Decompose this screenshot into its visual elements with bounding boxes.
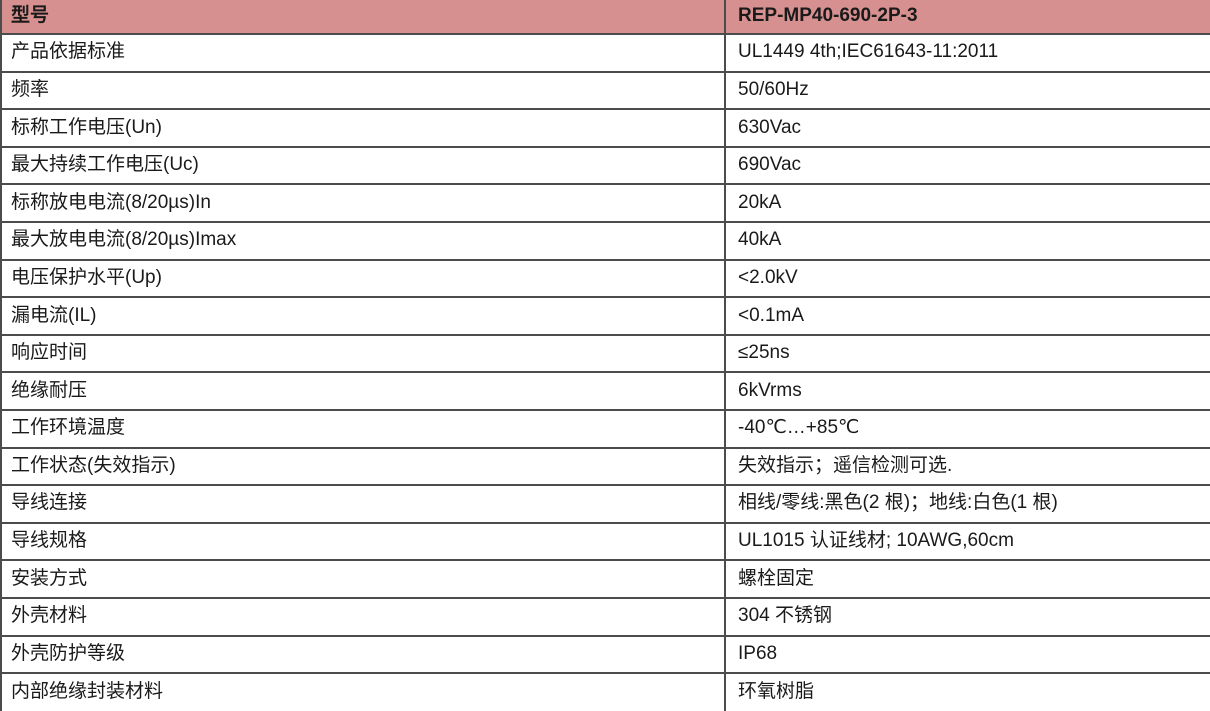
spec-label: 最大持续工作电压(Uc) (0, 145, 726, 186)
spec-label: 标称放电电流(8/20µs)In (0, 183, 726, 223)
spec-label: 漏电流(IL) (0, 296, 726, 336)
table-row: 外壳材料 304 不锈钢 (0, 596, 1210, 637)
spec-value: <0.1mA (724, 296, 1210, 336)
table-row: 最大放电电流(8/20µs)Imax 40kA (0, 220, 1210, 261)
table-row: 响应时间 ≤25ns (0, 333, 1210, 374)
table-row: 安装方式 螺栓固定 (0, 559, 1210, 599)
spec-label: 最大放电电流(8/20µs)Imax (0, 220, 726, 261)
spec-label: 外壳防护等级 (0, 634, 726, 675)
table-row: 工作环境温度 -40℃…+85℃ (0, 408, 1210, 449)
spec-label: 频率 (0, 70, 726, 111)
spec-value: 螺栓固定 (724, 559, 1210, 599)
spec-value: 环氧树脂 (724, 672, 1210, 711)
spec-value: UL1015 认证线材; 10AWG,60cm (724, 521, 1210, 562)
spec-label: 内部绝缘封装材料 (0, 672, 726, 711)
spec-label: 产品依据标准 (0, 33, 726, 73)
spec-value: 690Vac (724, 145, 1210, 186)
spec-value: 20kA (724, 183, 1210, 223)
spec-value: UL1449 4th;IEC61643-11:2011 (724, 33, 1210, 73)
table-row: 电压保护水平(Up) <2.0kV (0, 258, 1210, 299)
spec-label: 导线规格 (0, 521, 726, 562)
spec-label: 绝缘耐压 (0, 371, 726, 411)
spec-value: <2.0kV (724, 258, 1210, 299)
spec-value: 50/60Hz (724, 70, 1210, 111)
table-row: 内部绝缘封装材料 环氧树脂 (0, 672, 1210, 711)
spec-label: 工作状态(失效指示) (0, 446, 726, 487)
table-row: 产品依据标准 UL1449 4th;IEC61643-11:2011 (0, 33, 1210, 73)
spec-label: 标称工作电压(Un) (0, 108, 726, 148)
table-row: 工作状态(失效指示) 失效指示；遥信检测可选. (0, 446, 1210, 487)
spec-label: 工作环境温度 (0, 408, 726, 449)
table-header-row: 型号 REP-MP40-690-2P-3 (0, 0, 1210, 35)
spec-value: -40℃…+85℃ (724, 408, 1210, 449)
spec-value: 失效指示；遥信检测可选. (724, 446, 1210, 487)
spec-value: 304 不锈钢 (724, 596, 1210, 637)
spec-label: 电压保护水平(Up) (0, 258, 726, 299)
spec-value: 630Vac (724, 108, 1210, 148)
spec-value: 相线/零线:黑色(2 根)；地线:白色(1 根) (724, 484, 1210, 524)
model-number: REP-MP40-690-2P-3 (724, 0, 1210, 35)
spec-value: IP68 (724, 634, 1210, 675)
table-row: 外壳防护等级 IP68 (0, 634, 1210, 675)
model-header-label: 型号 (0, 0, 726, 35)
table-row: 频率 50/60Hz (0, 70, 1210, 111)
table-row: 最大持续工作电压(Uc) 690Vac (0, 145, 1210, 186)
spec-label: 响应时间 (0, 333, 726, 374)
table-row: 标称工作电压(Un) 630Vac (0, 108, 1210, 148)
spec-label: 外壳材料 (0, 596, 726, 637)
spec-value: 40kA (724, 220, 1210, 261)
spec-value: 6kVrms (724, 371, 1210, 411)
spec-label: 导线连接 (0, 484, 726, 524)
table-row: 标称放电电流(8/20µs)In 20kA (0, 183, 1210, 223)
table-row: 导线规格 UL1015 认证线材; 10AWG,60cm (0, 521, 1210, 562)
spec-label: 安装方式 (0, 559, 726, 599)
table-row: 绝缘耐压 6kVrms (0, 371, 1210, 411)
spec-value: ≤25ns (724, 333, 1210, 374)
table-row: 导线连接 相线/零线:黑色(2 根)；地线:白色(1 根) (0, 484, 1210, 524)
table-row: 漏电流(IL) <0.1mA (0, 296, 1210, 336)
